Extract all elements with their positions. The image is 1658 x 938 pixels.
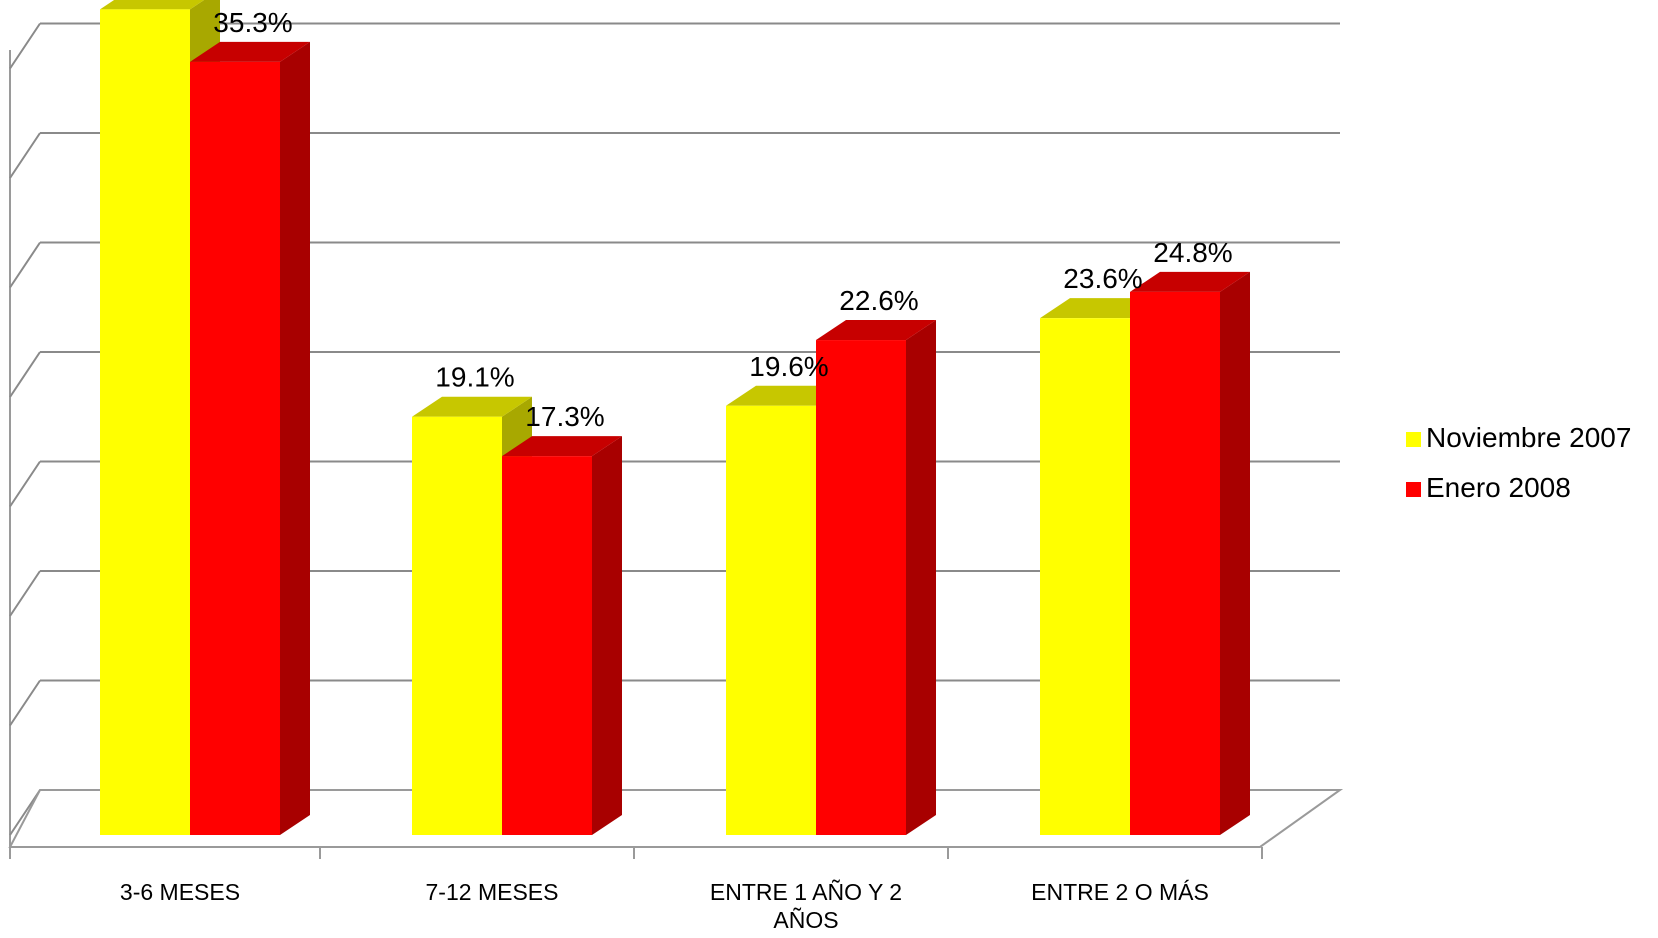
gridline-side (9, 351, 41, 398)
x-tick-label: ENTRE 2 O MÁS (1031, 879, 1209, 905)
bar (502, 436, 622, 835)
data-label: 23.6% (1063, 263, 1142, 294)
bar-front (502, 456, 592, 835)
bar-front (190, 61, 280, 836)
bar-top (190, 41, 310, 62)
gridline-side (9, 679, 41, 727)
bar-top (412, 396, 532, 417)
data-label: 19.6% (749, 351, 828, 382)
bar-front (816, 340, 906, 835)
bar (816, 320, 936, 835)
data-label: 35.3% (213, 7, 292, 38)
x-tick-label: 7-12 MESES (426, 879, 559, 905)
bar-side (906, 320, 936, 835)
x-tick-label: AÑOS (773, 907, 838, 933)
data-labels: 37.7%19.1%19.6%23.6%35.3%17.3%22.6%24.8% (213, 7, 1232, 432)
legend-label: Noviembre 2007 (1426, 422, 1631, 453)
bar-front (1040, 318, 1130, 835)
legend-swatch (1406, 432, 1421, 447)
floor-plane (8, 789, 1344, 848)
legend-label: Enero 2008 (1426, 472, 1571, 503)
bar-front (100, 9, 190, 836)
x-tick-label: 3-6 MESES (120, 879, 240, 905)
bar-side (1220, 271, 1250, 835)
bar-front (412, 416, 502, 835)
data-label: 22.6% (839, 285, 918, 316)
gridline-side (9, 22, 41, 70)
bar-top (502, 436, 622, 457)
bar-top (1130, 271, 1250, 292)
x-tick-label: ENTRE 1 AÑO Y 2 (710, 879, 902, 905)
bar-side (280, 41, 310, 836)
legend-swatch (1406, 482, 1421, 497)
gridline-side (9, 460, 41, 508)
bars (100, 0, 1250, 836)
chart-floor (8, 789, 1344, 859)
data-label: 19.1% (435, 362, 514, 393)
legend: Noviembre 2007 Enero 2008 (1406, 422, 1631, 503)
gridline-side (9, 570, 41, 617)
bar-top (100, 0, 205, 10)
bar (190, 41, 310, 836)
bar-side (592, 436, 622, 835)
gridline-side (9, 132, 41, 179)
bar-top (816, 320, 936, 341)
data-label: 17.3% (525, 401, 604, 432)
bar (1130, 271, 1250, 835)
bar-front (1130, 291, 1220, 835)
gridline-side (9, 241, 41, 289)
data-label: 24.8% (1153, 237, 1232, 268)
bar-front (726, 405, 816, 835)
